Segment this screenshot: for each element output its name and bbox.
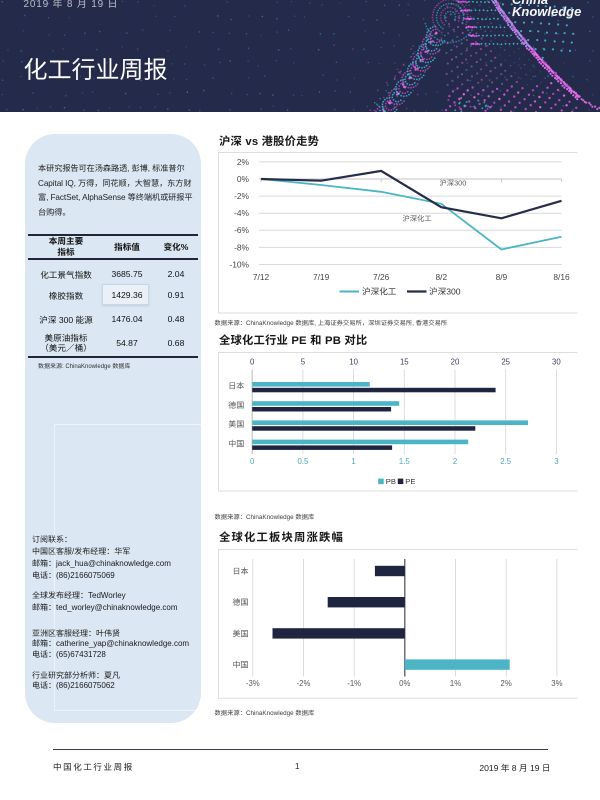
svg-text:7/26: 7/26: [373, 272, 390, 282]
svg-text:日本: 日本: [228, 382, 244, 391]
svg-text:10: 10: [349, 358, 358, 367]
svg-text:7/19: 7/19: [312, 272, 329, 282]
svg-text:-8%: -8%: [234, 242, 249, 252]
svg-text:-2%: -2%: [234, 191, 249, 201]
svg-text:3%: 3%: [551, 679, 562, 688]
svg-text:-2%: -2%: [296, 679, 310, 688]
svg-text:1: 1: [351, 457, 355, 466]
svg-text:0: 0: [250, 457, 255, 466]
svg-text:美国: 美国: [232, 629, 248, 638]
svg-text:-4%: -4%: [234, 208, 249, 218]
svg-text:8/2: 8/2: [435, 272, 447, 282]
svg-text:-6%: -6%: [234, 225, 249, 235]
svg-text:沪深化工: 沪深化工: [402, 214, 431, 223]
svg-text:20: 20: [450, 358, 459, 367]
svg-text:2.5: 2.5: [500, 457, 512, 466]
svg-text:7/12: 7/12: [252, 272, 269, 282]
svg-text:-1%: -1%: [347, 679, 361, 688]
svg-text:-10%: -10%: [229, 259, 249, 269]
svg-text:0.5: 0.5: [297, 457, 309, 466]
svg-text:0%: 0%: [399, 679, 410, 688]
svg-text:中国: 中国: [228, 439, 244, 448]
svg-text:8/9: 8/9: [495, 272, 507, 282]
svg-text:2%: 2%: [500, 679, 511, 688]
svg-text:2: 2: [452, 457, 456, 466]
svg-text:8/16: 8/16: [553, 272, 570, 282]
svg-text:沪深化工: 沪深化工: [362, 287, 397, 297]
svg-text:0%: 0%: [236, 174, 249, 184]
svg-text:3: 3: [554, 457, 558, 466]
svg-text:-3%: -3%: [245, 679, 259, 688]
svg-text:德国: 德国: [228, 401, 244, 410]
svg-text:沪深300: 沪深300: [439, 179, 466, 188]
svg-text:沪深300: 沪深300: [429, 287, 461, 297]
svg-text:30: 30: [552, 358, 561, 367]
svg-text:15: 15: [399, 358, 408, 367]
svg-text:PB: PB: [385, 477, 395, 486]
svg-text:5: 5: [300, 358, 305, 367]
svg-text:25: 25: [501, 358, 510, 367]
svg-text:PE: PE: [405, 477, 415, 486]
svg-text:1%: 1%: [449, 679, 460, 688]
svg-text:0: 0: [250, 358, 255, 367]
svg-text:1.5: 1.5: [398, 457, 410, 466]
svg-text:日本: 日本: [232, 566, 248, 575]
svg-text:德国: 德国: [232, 598, 248, 607]
svg-text:2%: 2%: [236, 157, 249, 167]
svg-text:美国: 美国: [228, 420, 244, 429]
svg-text:中国: 中国: [232, 660, 248, 669]
